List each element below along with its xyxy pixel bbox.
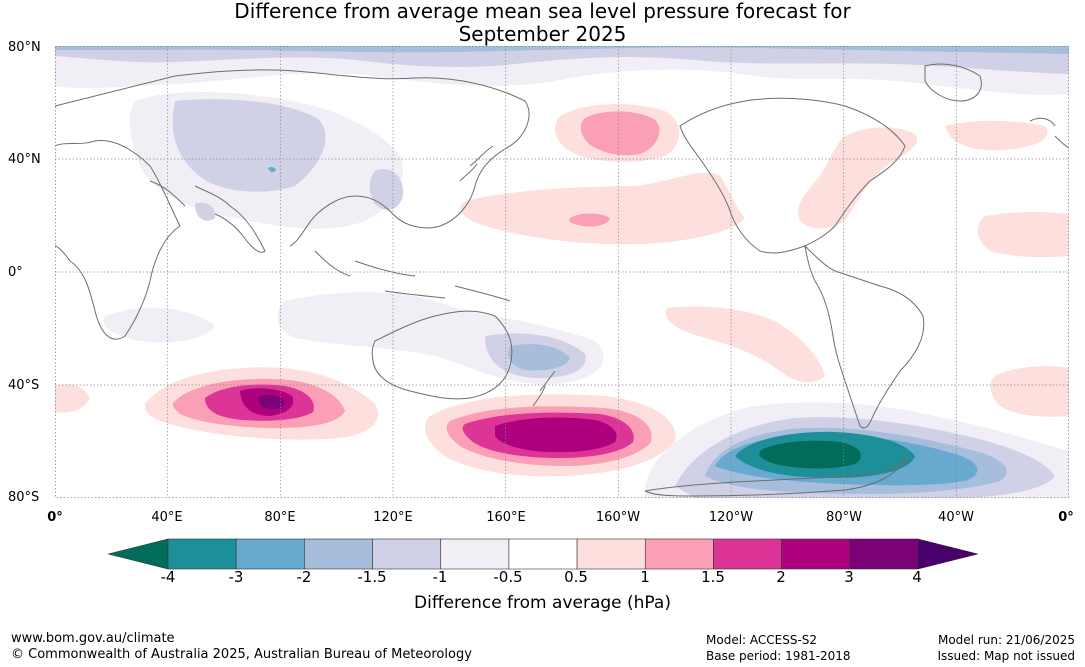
colorbar-tick: 1	[640, 568, 650, 586]
lon-label-40w: 40°W	[938, 510, 974, 525]
lat-label-40s: 40°S	[8, 378, 40, 393]
map-frame	[55, 46, 1069, 498]
colorbar-segment	[372, 538, 442, 570]
colorbar-segment	[304, 538, 373, 570]
lon-label-40e: 40°E	[151, 510, 183, 525]
footer-run-info: Model run: 21/06/2025 Issued: Map not is…	[937, 632, 1075, 664]
colorbar-tick: 3	[844, 568, 854, 586]
lon-label-120e: 120°E	[373, 510, 413, 525]
negative-anomaly-regions	[55, 46, 1069, 498]
colorbar-segment	[440, 538, 510, 570]
footer-model: Model: ACCESS-S2	[706, 633, 818, 647]
colorbar-extend-low	[108, 538, 169, 570]
footer-base-period: Base period: 1981-2018	[706, 649, 851, 663]
footer-url: www.bom.gov.au/climate	[11, 631, 175, 646]
colorbar-tick: -4	[160, 568, 176, 586]
lon-label-160e: 160°E	[486, 510, 526, 525]
colorbar-segment	[167, 538, 237, 570]
positive-anomaly-regions	[55, 104, 1069, 477]
lat-label-80s: 80°S	[8, 490, 40, 505]
colorbar-segment	[508, 538, 578, 570]
colorbar-segment	[576, 538, 646, 570]
lon-label-160w: 160°W	[595, 510, 641, 525]
footer-issued: Issued: Map not issued	[937, 649, 1075, 663]
lat-label-0: 0°	[8, 265, 23, 280]
lon-label-0-left: 0°	[47, 510, 63, 525]
colorbar-label: Difference from average (hPa)	[414, 593, 671, 613]
colorbar-tick: -1.5	[357, 568, 387, 586]
lon-label-80w: 80°W	[826, 510, 862, 525]
lat-label-80n: 80°N	[8, 40, 41, 55]
pressure-anomaly-map	[55, 46, 1069, 498]
lon-label-120w: 120°W	[708, 510, 754, 525]
colorbar-tick: -3	[228, 568, 244, 586]
colorbar-tick: 4	[912, 568, 922, 586]
colorbar-segment	[713, 538, 782, 570]
footer-model-info: Model: ACCESS-S2 Base period: 1981-2018	[706, 632, 851, 664]
coastlines	[55, 63, 1069, 497]
colorbar-extend-high	[917, 538, 978, 570]
title-line-1: Difference from average mean sea level p…	[234, 0, 851, 23]
lat-label-40n: 40°N	[8, 152, 41, 167]
title-line-2: September 2025	[458, 22, 627, 46]
colorbar-segment	[849, 538, 919, 570]
map-title: Difference from average mean sea level p…	[0, 0, 1085, 46]
colorbar-tick: -1	[432, 568, 448, 586]
colorbar-tick: 0.5	[564, 568, 588, 586]
footer-left: www.bom.gov.au/climate © Commonwealth of…	[11, 631, 472, 663]
colorbar-tick: 1.5	[701, 568, 725, 586]
colorbar-tick: 2	[776, 568, 786, 586]
colorbar-segment	[781, 538, 851, 570]
colorbar-segment	[644, 538, 714, 570]
lon-label-0-right: 0°	[1058, 510, 1074, 525]
colorbar-tick: -0.5	[493, 568, 523, 586]
lon-label-80e: 80°E	[264, 510, 296, 525]
colorbar-segment	[235, 538, 305, 570]
footer-copyright: © Commonwealth of Australia 2025, Austra…	[11, 647, 472, 662]
colorbar-tick: -2	[296, 568, 312, 586]
colorbar	[108, 538, 978, 570]
footer-model-run: Model run: 21/06/2025	[937, 633, 1075, 647]
graticule	[55, 46, 1069, 498]
